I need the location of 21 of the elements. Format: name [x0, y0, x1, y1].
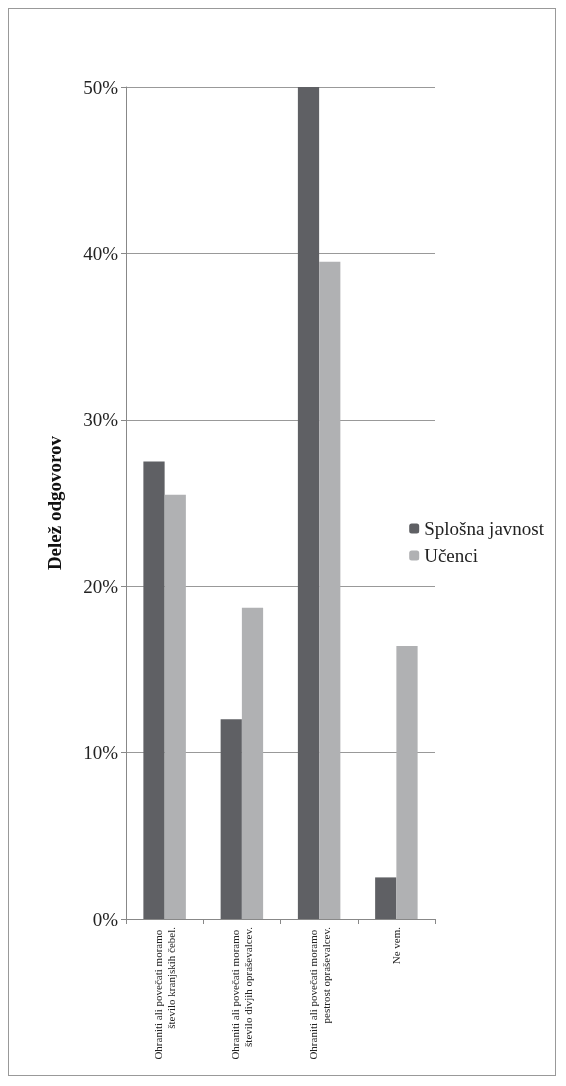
y-axis-title: Delež odgovorov	[44, 435, 65, 571]
y-tick-label: 30%	[83, 409, 119, 431]
y-tick-label: 0%	[92, 908, 119, 930]
x-tick-label: Ne vem.	[390, 926, 403, 965]
y-tick-label: 40%	[83, 242, 119, 264]
y-tick-label: 50%	[83, 76, 119, 98]
bar	[396, 646, 418, 919]
x-tick-label: Ohraniti ali povečati moramo število divjih opraševalcev.	[229, 926, 255, 1060]
bar	[220, 719, 242, 919]
bar	[375, 877, 397, 919]
bar	[164, 494, 186, 919]
x-tick-label: Ohraniti ali povečati moramo število kranjskih čebel.	[152, 926, 178, 1060]
bar	[297, 87, 320, 919]
bar	[241, 607, 264, 919]
legend-label: Učenci	[424, 545, 478, 566]
bar	[143, 461, 165, 919]
legend-label: Splošna javnost	[424, 518, 545, 539]
bar	[319, 261, 341, 919]
y-tick-label: 10%	[83, 742, 119, 764]
y-tick-label: 20%	[83, 575, 119, 597]
x-tick-label: Ohraniti ali povečati moramo pestrost opraševalcev.	[306, 926, 332, 1060]
